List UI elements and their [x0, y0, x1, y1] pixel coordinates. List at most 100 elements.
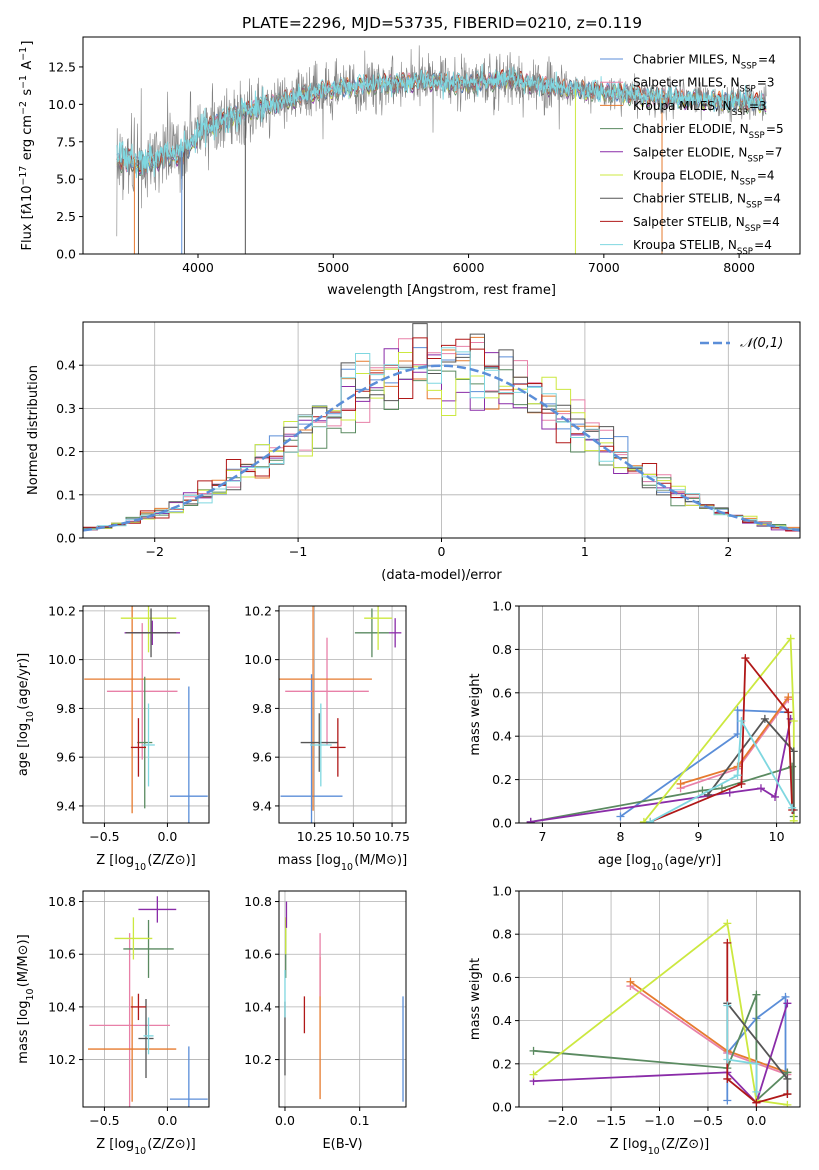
x-axis-label: Z [log10 (Z/Z⊙)]	[96, 1137, 196, 1157]
histogram-steps	[83, 323, 800, 535]
y-tick-label: 10.0	[244, 652, 272, 667]
legend-entry: 𝒩(0,1)	[740, 336, 783, 351]
weight-marker-blue	[616, 812, 625, 821]
weight-marker-green	[529, 1046, 538, 1055]
weight-marker-cyan	[752, 1059, 761, 1068]
chart-title: PLATE=2296, MJD=53735, FIBERID=0210, z=0…	[242, 14, 642, 32]
legend-entry: Chabrier ELODIE, NSSP =5	[633, 122, 784, 141]
x-tick-label: 10.50	[335, 829, 371, 844]
y-tick-label: 0.0	[56, 247, 76, 262]
weight-marker-red	[741, 654, 750, 663]
y-axis-label: age [log10 (age/yr)]	[16, 653, 36, 776]
axes-weights_vs_age: 7 8 9 10 0.0 0.2 0.4 0.6 0.8 1.0 age [log10 (age/y…	[468, 599, 801, 873]
x-tick-label: −0.5	[89, 829, 119, 844]
weight-marker-green	[752, 990, 761, 999]
weight-marker-purple	[725, 788, 734, 797]
y-tick-label: 9.8	[56, 701, 76, 716]
x-tick-label: 8000	[723, 260, 755, 275]
axes-frame	[82, 605, 210, 824]
legend-entry: Kroupa STELIB, NSSP =4	[633, 238, 772, 257]
y-tick-label: 10.8	[48, 894, 76, 909]
axes-residuals: −2 −1 0 1 2 0.0 0.1 0.2 0.3 0.4 (data-model)/error…	[26, 321, 801, 583]
x-tick-label: 4000	[182, 260, 214, 275]
x-tick-label: −1.5	[596, 1113, 626, 1128]
weight-marker-red	[723, 938, 732, 947]
y-tick-label: 10.6	[48, 947, 76, 962]
x-tick-label: −2	[145, 544, 163, 559]
weight-marker-cyan	[788, 803, 797, 812]
y-tick-label: 9.6	[252, 750, 272, 765]
weight-series-gray	[707, 717, 795, 810]
legend: Chabrier MILES, NSSP =4 Salpeter MILES, N…	[600, 53, 784, 257]
x-axis-label: wavelength [Angstrom, rest frame]	[327, 283, 556, 298]
axes-weights_vs_Z: −2.0 −1.5 −1.0 −0.5 0.0 0.0 0.2 0.4 0.6 0.8 1.0 Z […	[468, 884, 801, 1157]
weight-marker-green	[788, 762, 797, 771]
weight-marker-yellow	[789, 717, 798, 726]
spectrum-lines	[116, 45, 767, 254]
y-tick-label: 0.4	[492, 729, 512, 744]
x-tick-label: 10.25	[297, 829, 333, 844]
x-tick-label: 7	[538, 829, 546, 844]
y-tick-label: 1.0	[492, 884, 512, 899]
y-tick-label: 10.4	[244, 999, 272, 1014]
errorbars	[284, 901, 404, 1102]
y-axis-label: mass weight	[468, 958, 483, 1040]
weight-marker-red	[752, 1098, 761, 1107]
errorbars	[84, 606, 208, 823]
y-axis-label: Flux [fλ10−17 erg cm−2 s−1 A−1 ]	[18, 41, 36, 251]
y-tick-label: 0.4	[56, 358, 76, 373]
x-axis-label: Z [log10 (Z/Z⊙)]	[610, 1137, 710, 1157]
y-tick-label: 10.8	[244, 894, 272, 909]
y-axis-label: mass weight	[468, 673, 483, 755]
weight-marker-red	[784, 708, 793, 717]
axes-frame	[82, 890, 210, 1108]
legend-entry: Salpeter MILES, NSSP =3	[633, 76, 775, 95]
y-tick-label: 0.0	[492, 1100, 512, 1115]
normal-curve	[83, 364, 800, 532]
weight-series-green	[533, 994, 789, 1103]
y-tick-label: 9.6	[56, 750, 76, 765]
axes-frame	[278, 890, 407, 1108]
weight-marker-purple	[771, 792, 780, 801]
x-axis-label: (data-model)/error	[381, 568, 502, 583]
y-tick-label: 0.2	[492, 1056, 512, 1071]
y-tick-label: 0.2	[56, 444, 76, 459]
x-axis-label: E(B-V)	[322, 1137, 362, 1152]
x-tick-label: 0.0	[275, 1113, 295, 1128]
y-tick-label: 9.4	[252, 798, 272, 813]
weight-series-purple	[533, 1003, 789, 1105]
axes-frame	[82, 36, 801, 255]
weight-series-orange	[629, 980, 788, 1074]
weight-series-green	[530, 765, 795, 823]
y-tick-label: 0.1	[56, 487, 76, 502]
x-axis-label: Z [log10 (Z/Z⊙)]	[96, 853, 196, 873]
x-tick-label: 0.1	[350, 1113, 370, 1128]
weight-marker-cyan	[752, 1087, 761, 1096]
y-tick-label: 10.2	[48, 1052, 76, 1067]
y-tick-label: 9.8	[252, 701, 272, 716]
weight-marker-purple	[756, 784, 765, 793]
axes-age_vs_mass: 10.25 10.50 10.75 9.4 9.6 9.8 10.0 10.2 mass [lo…	[244, 603, 410, 872]
x-tick-label: 7000	[588, 260, 620, 275]
errorbars	[88, 896, 208, 1107]
y-tick-label: 9.4	[56, 798, 76, 813]
y-tick-label: 10.0	[48, 97, 76, 112]
y-tick-label: 10.2	[48, 603, 76, 618]
weight-marker-yellow	[529, 1070, 538, 1079]
y-tick-label: 10.2	[244, 1052, 272, 1067]
legend-entry: Kroupa MILES, NSSP =3	[633, 99, 767, 118]
weight-marker-orange	[676, 779, 685, 788]
x-tick-label: 2	[724, 544, 732, 559]
weight-marker-purple	[783, 999, 792, 1008]
histogram-cyan	[83, 347, 800, 532]
x-tick-label: 10	[769, 829, 785, 844]
y-tick-label: 2.5	[56, 209, 76, 224]
weight-series-yellow	[532, 921, 788, 1106]
y-tick-label: 0.6	[492, 970, 512, 985]
y-axis-label: mass [log10 (M/M⊙)]	[16, 934, 36, 1063]
x-tick-label: 8	[616, 829, 624, 844]
y-tick-label: 10.0	[48, 652, 76, 667]
y-tick-label: 0.4	[492, 1013, 512, 1028]
x-tick-label: 1	[581, 544, 589, 559]
weight-series-purple	[530, 718, 792, 823]
